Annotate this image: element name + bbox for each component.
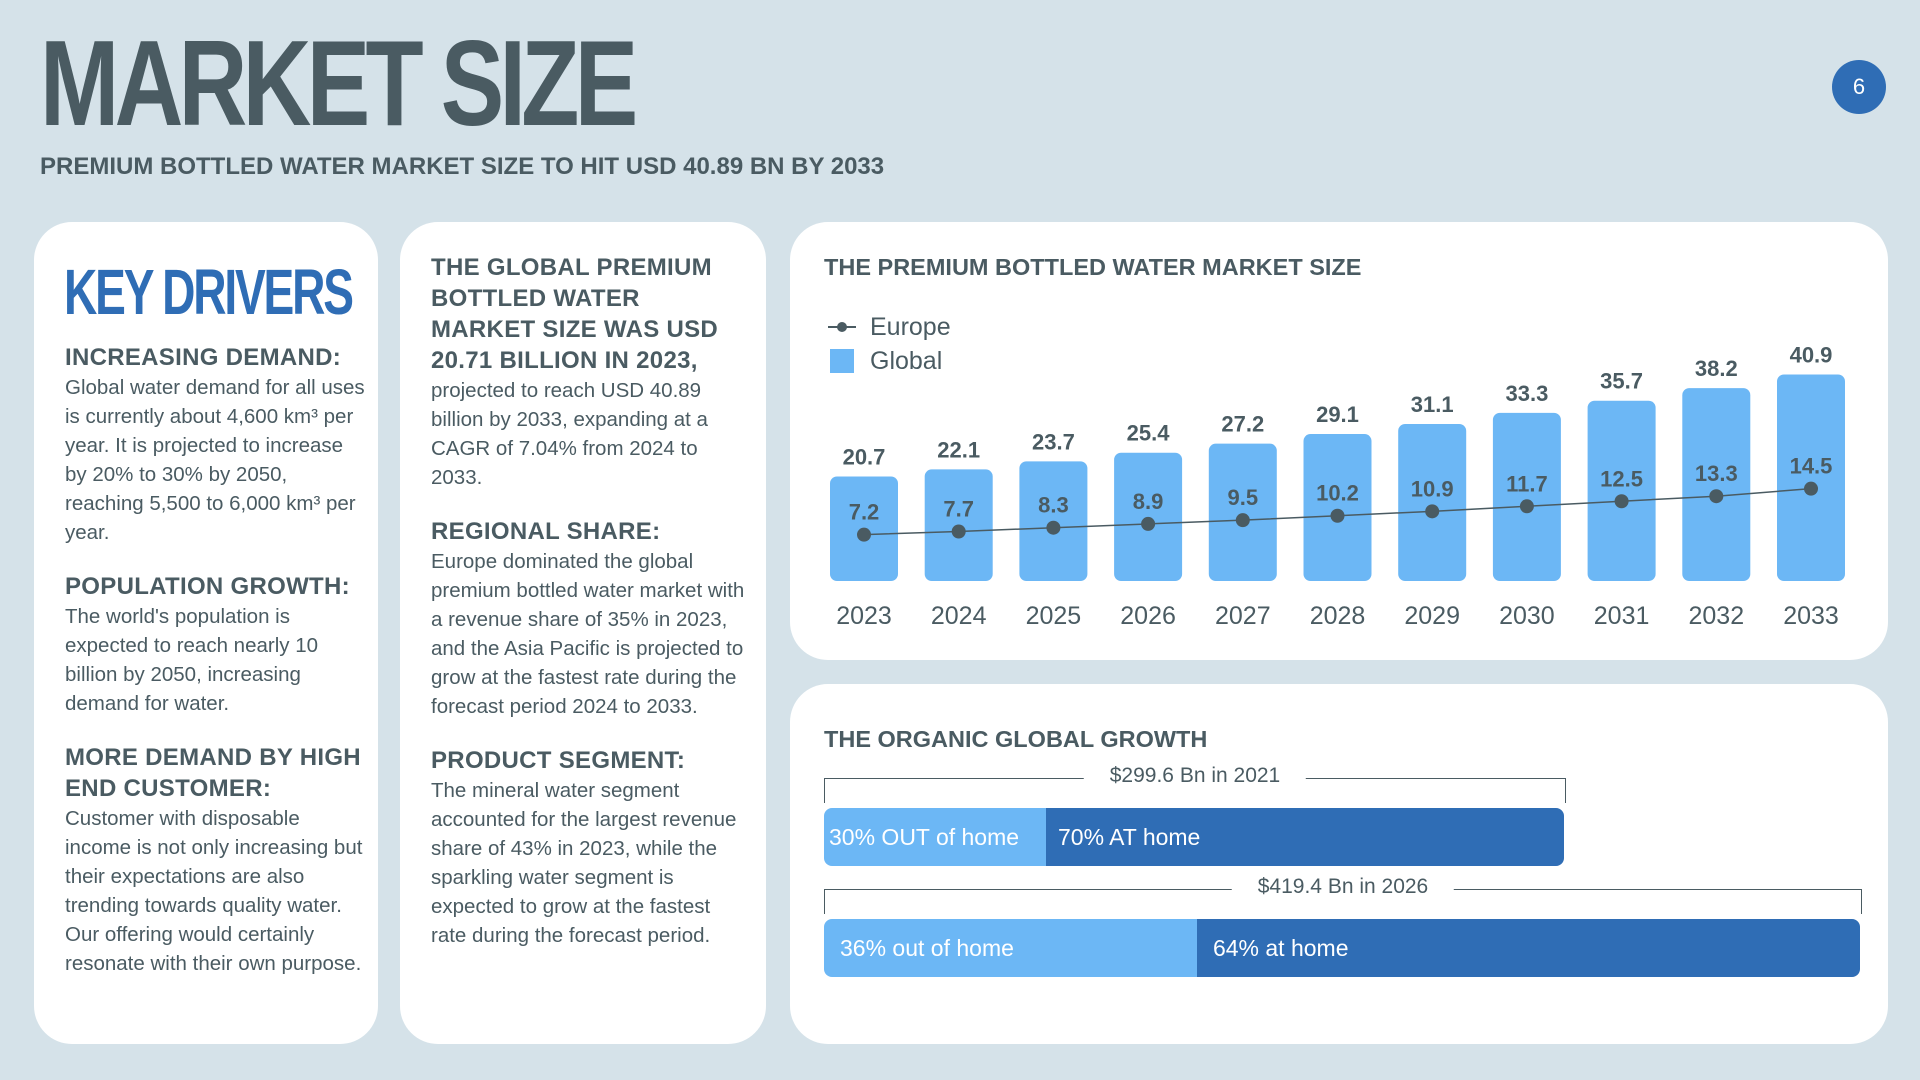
legend-label: Global bbox=[870, 346, 943, 375]
bar-value-label: 31.1 bbox=[1411, 392, 1454, 417]
driver-heading: MORE DEMAND BY HIGH END CUSTOMER: bbox=[65, 744, 361, 802]
key-drivers-title: KEY DRIVERS bbox=[64, 256, 354, 328]
growth-total-label: $299.6 Bn in 2021 bbox=[1083, 764, 1307, 788]
segment-out-of-home: 36% out of home bbox=[824, 919, 1197, 977]
bar-value-label: 25.4 bbox=[1127, 421, 1171, 446]
page-title: MARKET SIZE bbox=[40, 15, 638, 151]
bar-value-label: 33.3 bbox=[1505, 381, 1548, 406]
driver-heading: INCREASING DEMAND: bbox=[65, 344, 342, 371]
bar-value-label: 23.7 bbox=[1032, 429, 1075, 454]
line-value-label: 7.7 bbox=[943, 496, 974, 521]
market-section-heading: REGIONAL SHARE: bbox=[431, 518, 661, 545]
europe-point-2027 bbox=[1235, 513, 1250, 528]
bar-global-2028 bbox=[1303, 434, 1372, 581]
market-size-chart: 20.7 7.2 2023 22.1 7.7 2024 23.7 8.3 2025 25.4 8.9… bbox=[830, 342, 1845, 630]
growth-chart-title: THE ORGANIC GLOBAL GROWTH bbox=[824, 726, 1208, 752]
market-intro-body: projected to reach USD 40.89 billion by … bbox=[431, 379, 708, 489]
europe-point-2023 bbox=[857, 527, 871, 542]
bar-global-2027 bbox=[1208, 443, 1277, 581]
bar-value-label: 40.9 bbox=[1790, 342, 1833, 367]
bar-value-label: 22.1 bbox=[937, 437, 980, 462]
bar-global-2033 bbox=[1777, 374, 1845, 581]
segment-at-home: 64% at home bbox=[1196, 919, 1860, 977]
x-tick-label: 2025 bbox=[1026, 602, 1082, 630]
bar-value-label: 29.1 bbox=[1316, 402, 1359, 427]
x-tick-label: 2030 bbox=[1499, 602, 1555, 630]
key-drivers-list: INCREASING DEMAND: Global water demand f… bbox=[65, 342, 365, 978]
bar-global-2031 bbox=[1587, 400, 1656, 581]
growth-bracket: $419.4 Bn in 2026 bbox=[824, 875, 1862, 914]
segment-at-home: 70% AT home bbox=[1046, 808, 1564, 866]
driver-heading: POPULATION GROWTH: bbox=[65, 573, 350, 600]
key-drivers-card: KEY DRIVERS INCREASING DEMAND: Global wa… bbox=[34, 222, 378, 1044]
bar-value-label: 38.2 bbox=[1695, 356, 1738, 381]
line-value-label: 7.2 bbox=[849, 500, 880, 525]
legend-label: Europe bbox=[870, 312, 951, 341]
market-intro-heading: THE GLOBAL PREMIUM BOTTLED WATER MARKET … bbox=[431, 254, 719, 374]
x-tick-label: 2024 bbox=[931, 602, 987, 630]
growth-total-label: $419.4 Bn in 2026 bbox=[1231, 875, 1455, 899]
bar-global-2030 bbox=[1492, 412, 1561, 581]
growth-bracket: $299.6 Bn in 2021 bbox=[824, 764, 1566, 803]
x-tick-label: 2028 bbox=[1310, 602, 1366, 630]
legend-square-marker bbox=[830, 349, 854, 373]
x-tick-label: 2031 bbox=[1594, 602, 1650, 630]
driver-body: Global water demand for all uses is curr… bbox=[65, 376, 365, 544]
x-tick-label: 2033 bbox=[1783, 602, 1839, 630]
growth-stacked-bar: 30% OUT of home 70% AT home bbox=[824, 808, 1564, 866]
page-subtitle: PREMIUM BOTTLED WATER MARKET SIZE TO HIT… bbox=[40, 153, 885, 180]
bar-global-2026 bbox=[1114, 452, 1183, 581]
market-section-body: Europe dominated the global premium bott… bbox=[431, 550, 745, 718]
line-value-label: 10.2 bbox=[1316, 481, 1359, 506]
page-number-badge: 6 bbox=[1832, 60, 1886, 114]
market-section-heading: PRODUCT SEGMENT: bbox=[431, 747, 686, 774]
europe-point-2026 bbox=[1141, 516, 1156, 531]
line-value-label: 13.3 bbox=[1695, 461, 1738, 486]
segment-out-of-home: 30% OUT of home bbox=[824, 808, 1046, 866]
line-value-label: 11.7 bbox=[1506, 471, 1548, 496]
x-tick-label: 2023 bbox=[836, 602, 892, 630]
chart-title: THE PREMIUM BOTTLED WATER MARKET SIZE bbox=[824, 254, 1362, 280]
line-value-label: 12.5 bbox=[1600, 466, 1643, 491]
europe-point-2030 bbox=[1519, 499, 1534, 514]
x-tick-label: 2026 bbox=[1120, 602, 1176, 630]
europe-point-2024 bbox=[951, 524, 966, 539]
bar-value-label: 35.7 bbox=[1600, 369, 1643, 394]
legend-item-global: Global bbox=[828, 344, 951, 378]
chart-legend: Europe Global bbox=[828, 310, 951, 378]
europe-point-2029 bbox=[1425, 504, 1440, 519]
driver-body: Customer with disposable income is not o… bbox=[65, 807, 363, 975]
europe-point-2031 bbox=[1614, 494, 1629, 509]
bar-value-label: 20.7 bbox=[843, 444, 886, 469]
europe-point-2033 bbox=[1804, 481, 1818, 496]
market-info-card: THE GLOBAL PREMIUM BOTTLED WATER MARKET … bbox=[400, 222, 766, 1044]
line-value-label: 10.9 bbox=[1411, 476, 1454, 501]
europe-point-2028 bbox=[1330, 508, 1345, 523]
europe-point-2032 bbox=[1709, 489, 1724, 504]
bar-global-2032 bbox=[1682, 388, 1751, 581]
x-tick-label: 2027 bbox=[1215, 602, 1271, 630]
market-section-body: The mineral water segment accounted for … bbox=[431, 779, 737, 947]
x-tick-label: 2032 bbox=[1688, 602, 1744, 630]
line-value-label: 14.5 bbox=[1790, 454, 1833, 479]
organic-growth-card: THE ORGANIC GLOBAL GROWTH $299.6 Bn in 2… bbox=[790, 684, 1888, 1044]
growth-stacked-bar: 36% out of home 64% at home bbox=[824, 919, 1860, 977]
bar-value-label: 27.2 bbox=[1221, 412, 1264, 437]
driver-body: The world's population is expected to re… bbox=[65, 605, 318, 715]
legend-item-europe: Europe bbox=[828, 310, 951, 344]
line-value-label: 8.3 bbox=[1038, 493, 1069, 518]
bar-global-2029 bbox=[1398, 423, 1467, 581]
legend-line-marker bbox=[828, 318, 856, 336]
market-size-chart-card: THE PREMIUM BOTTLED WATER MARKET SIZE Eu… bbox=[790, 222, 1888, 660]
europe-point-2025 bbox=[1046, 520, 1061, 535]
line-value-label: 8.9 bbox=[1133, 489, 1164, 514]
market-info-list: THE GLOBAL PREMIUM BOTTLED WATER MARKET … bbox=[431, 252, 746, 950]
line-value-label: 9.5 bbox=[1228, 485, 1259, 510]
x-tick-label: 2029 bbox=[1404, 602, 1460, 630]
